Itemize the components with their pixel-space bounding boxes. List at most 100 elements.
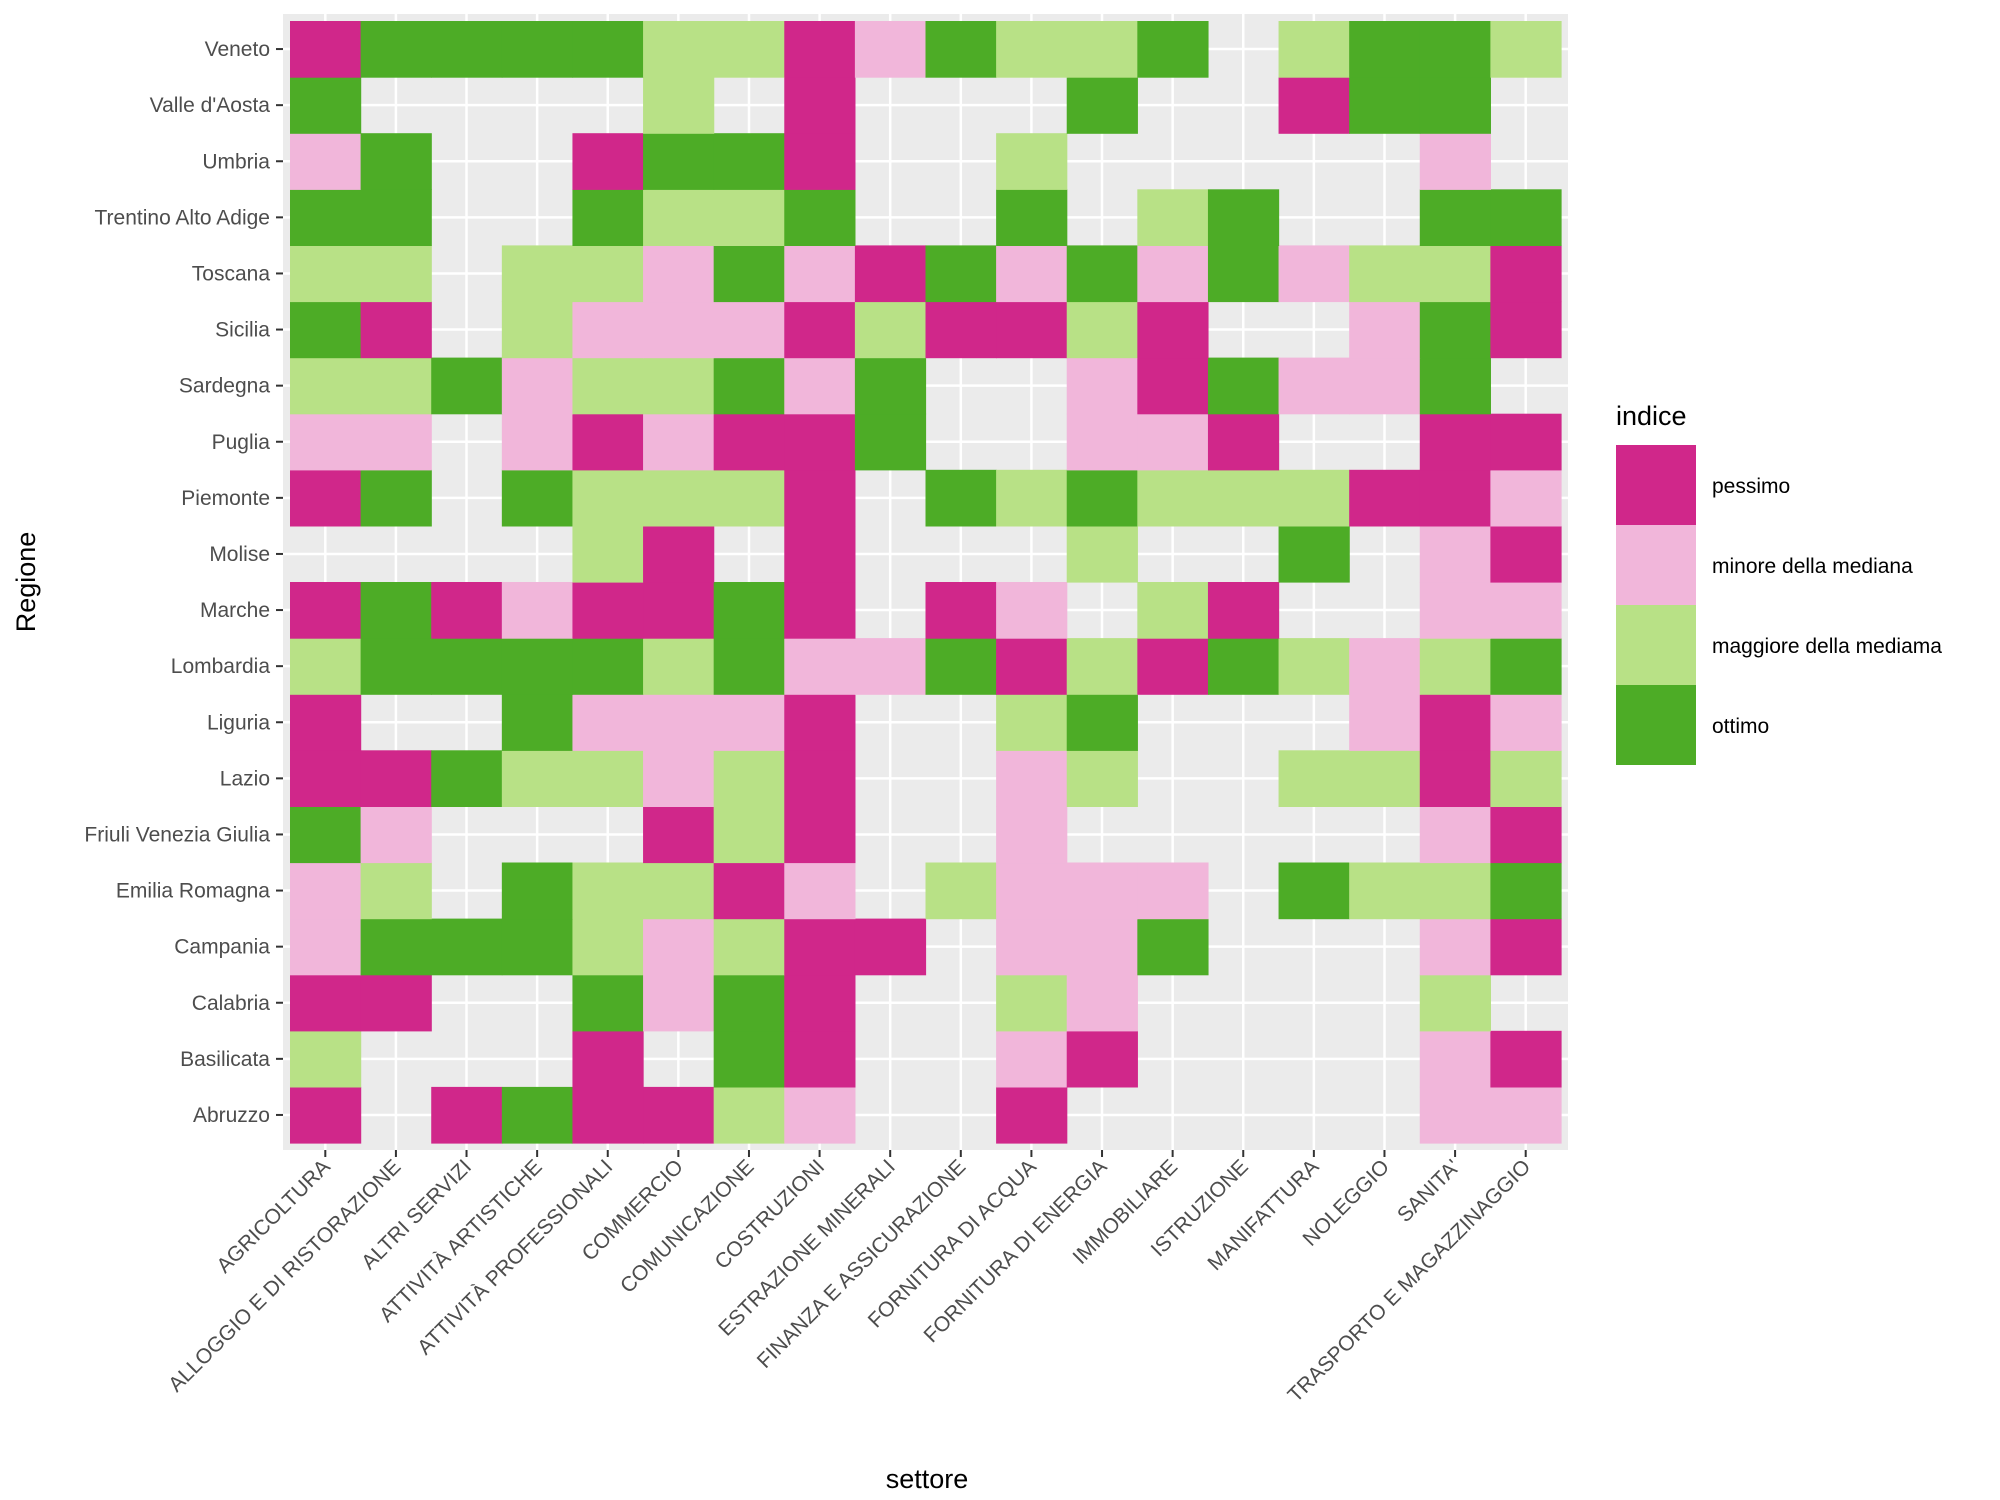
heatmap-cell xyxy=(431,638,503,695)
heatmap-cell xyxy=(360,750,432,807)
heatmap-cell xyxy=(1419,469,1491,527)
heatmap-cell xyxy=(713,413,785,471)
legend-label: maggiore della mediama xyxy=(1712,635,1942,658)
heatmap-cell xyxy=(1207,245,1280,303)
heatmap-cell xyxy=(1349,357,1421,415)
heatmap-cell xyxy=(360,469,432,527)
heatmap-cell xyxy=(1490,806,1562,864)
heatmap-cell xyxy=(1207,469,1280,527)
heatmap-cell xyxy=(1419,413,1491,471)
heatmap-cell xyxy=(1490,862,1562,920)
heatmap-cell xyxy=(784,133,856,190)
heatmap-cell xyxy=(996,638,1068,695)
heatmap-cell xyxy=(996,133,1068,190)
heatmap-cell xyxy=(1207,357,1280,415)
heatmap-cell xyxy=(713,918,785,976)
heatmap-cell xyxy=(854,918,927,976)
heatmap-cell xyxy=(1349,862,1421,920)
heatmap-cell xyxy=(713,357,785,415)
heatmap-cell xyxy=(572,525,644,583)
y-tick-label: Campania xyxy=(174,936,270,959)
heatmap-cell xyxy=(1419,189,1491,246)
heatmap-cell xyxy=(572,694,644,751)
heatmap-cell xyxy=(1066,21,1138,78)
y-tick-label: Calabria xyxy=(192,992,271,1015)
heatmap-cell xyxy=(1419,1030,1491,1088)
heatmap-cell xyxy=(501,469,574,527)
heatmap-cell xyxy=(360,357,432,415)
heatmap-cell xyxy=(290,862,362,920)
y-tick-label: Umbria xyxy=(202,150,270,173)
y-tick-label: Trentino Alto Adige xyxy=(94,206,270,229)
heatmap-cell xyxy=(784,245,856,303)
heatmap-cell xyxy=(1419,1086,1491,1144)
legend-items: pessimo minore della mediana maggiore dell… xyxy=(1616,445,1942,765)
heatmap-cell xyxy=(1419,750,1491,807)
y-tick-label: Piemonte xyxy=(181,487,270,510)
heatmap-cell xyxy=(290,77,362,134)
heatmap-cell xyxy=(925,469,997,527)
heatmap-cell xyxy=(1490,1030,1562,1088)
heatmap-cell xyxy=(713,694,785,751)
heatmap-cell xyxy=(1419,133,1491,190)
y-tick-label: Sicilia xyxy=(215,319,270,342)
heatmap-cell xyxy=(643,918,715,976)
y-tick-label: Marche xyxy=(200,599,270,622)
heatmap-cell xyxy=(854,638,927,695)
heatmap-cell xyxy=(431,357,503,415)
heatmap-cell xyxy=(713,133,785,190)
heatmap-cell xyxy=(360,918,432,976)
heatmap-cell xyxy=(360,189,432,246)
heatmap-cell xyxy=(290,694,362,751)
legend-label: ottimo xyxy=(1712,715,1769,738)
heatmap-cell xyxy=(1278,862,1350,920)
heatmap-cell xyxy=(1278,245,1350,303)
heatmap-cell xyxy=(643,750,715,807)
heatmap-cell xyxy=(1349,694,1421,751)
heatmap-cell xyxy=(784,694,856,751)
heatmap-cell xyxy=(996,862,1068,920)
heatmap-cell xyxy=(1419,582,1491,639)
heatmap-cell xyxy=(360,133,432,190)
heatmap-cell xyxy=(1066,750,1138,807)
heatmap-cell xyxy=(1419,245,1491,303)
legend-label: pessimo xyxy=(1712,475,1790,498)
heatmap-cell xyxy=(1349,469,1421,527)
y-tick-label: Liguria xyxy=(207,711,270,734)
heatmap-cell xyxy=(1278,525,1350,583)
legend-title: indice xyxy=(1616,401,1687,431)
heatmap-cell xyxy=(643,525,715,583)
heatmap-cell xyxy=(1066,638,1138,695)
heatmap-cell xyxy=(713,1086,785,1144)
heatmap-cell xyxy=(1066,525,1138,583)
heatmap-cell xyxy=(643,1086,715,1144)
heatmap-cell xyxy=(290,806,362,864)
heatmap-cell xyxy=(1490,918,1562,976)
heatmap-cell xyxy=(996,469,1068,527)
heatmap-cell xyxy=(572,357,644,415)
heatmap-cell xyxy=(360,582,432,639)
heatmap-cell xyxy=(996,974,1068,1032)
heatmap-cell xyxy=(643,469,715,527)
heatmap-cell xyxy=(996,806,1068,864)
heatmap-cell xyxy=(290,301,362,359)
heatmap-cell xyxy=(1066,918,1138,976)
heatmap-cell xyxy=(1066,862,1138,920)
heatmap-cell xyxy=(501,301,574,359)
heatmap-cell xyxy=(1490,245,1562,303)
y-tick-label: Veneto xyxy=(205,38,270,61)
y-tick-label: Toscana xyxy=(192,262,271,285)
heatmap-cell xyxy=(572,750,644,807)
heatmap-cell xyxy=(1349,750,1421,807)
heatmap-cell xyxy=(996,582,1068,639)
heatmap-cell xyxy=(854,413,927,471)
heatmap-cell xyxy=(996,301,1068,359)
legend-swatch xyxy=(1616,605,1696,685)
heatmap-cell xyxy=(1490,750,1562,807)
heatmap-cell xyxy=(360,638,432,695)
x-tick-label: COMUNICAZIONE xyxy=(616,1155,758,1297)
heatmap-cell xyxy=(501,1086,574,1144)
heatmap-cell xyxy=(784,301,856,359)
heatmap-cell xyxy=(1490,694,1562,751)
heatmap-cell xyxy=(290,413,362,471)
